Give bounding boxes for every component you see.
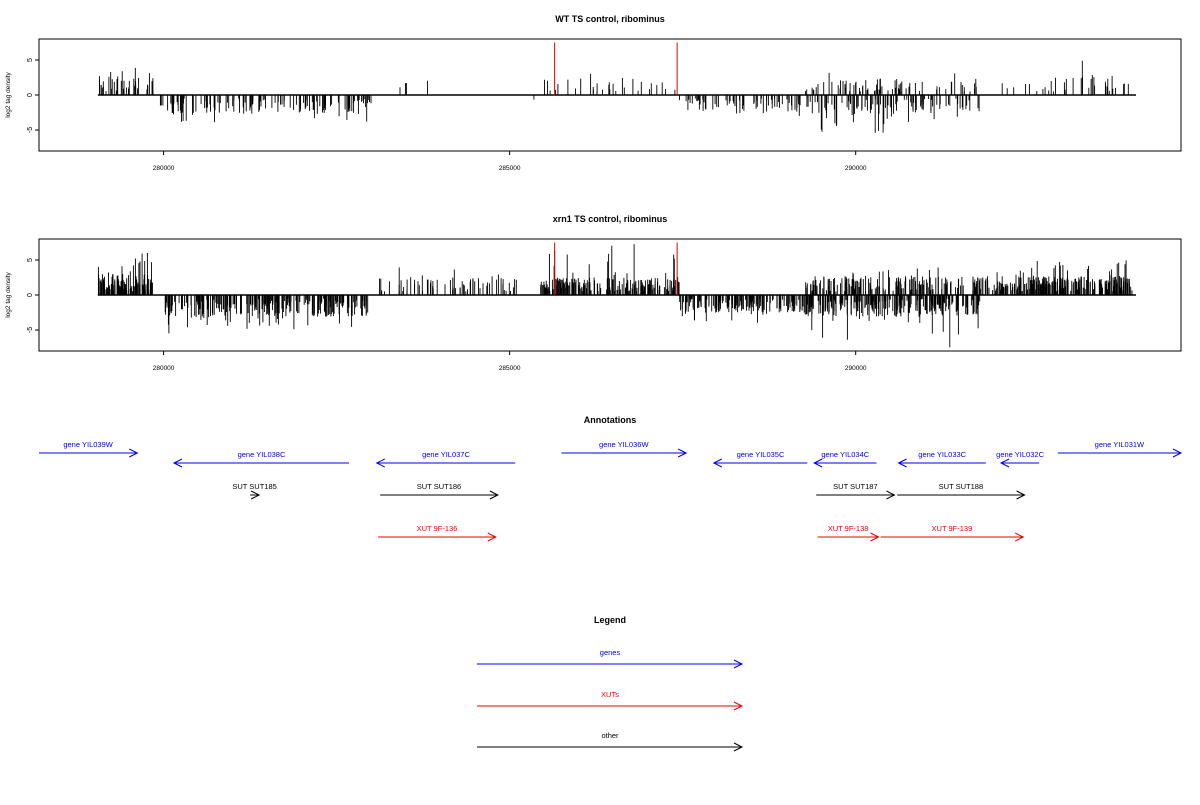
panel-title: xrn1 TS control, ribominus bbox=[553, 214, 668, 224]
legend-arrow-head bbox=[733, 659, 744, 669]
feature-arrow-head bbox=[886, 490, 896, 500]
annotations-panel: Annotations gene YIL039W gene YIL038C gene… bbox=[39, 415, 1183, 542]
feature-label: gene YIL034C bbox=[821, 450, 869, 459]
feature-label: gene YIL036W bbox=[599, 440, 649, 449]
wt-density-panel: WT TS control, ribominus -5 0 5 log2 tag den… bbox=[5, 14, 1182, 172]
feature-label: gene YIL033C bbox=[918, 450, 966, 459]
legend-arrow-head bbox=[733, 742, 744, 752]
feature-label: gene YIL031W bbox=[1095, 440, 1145, 449]
y-tick-label: 5 bbox=[27, 258, 34, 262]
y-axis-label: log2 tag density bbox=[5, 71, 12, 117]
x-tick-label: 280000 bbox=[153, 165, 175, 172]
legend-panel: Legend genes XUTs other bbox=[477, 615, 744, 752]
feature-label: XUT 9F-138 bbox=[828, 524, 869, 533]
x-tick-label: 280000 bbox=[153, 365, 175, 372]
feature-label: gene YIL032C bbox=[996, 450, 1044, 459]
feature-arrow-head bbox=[1016, 490, 1026, 500]
y-axis-label: log2 tag density bbox=[5, 271, 12, 317]
legend-entry-label: genes bbox=[600, 648, 621, 657]
feature-arrow-head bbox=[129, 448, 139, 458]
feature-arrow-head bbox=[712, 458, 723, 468]
feature-arrow-head bbox=[1014, 532, 1025, 542]
feature-label: gene YIL035C bbox=[737, 450, 785, 459]
panel-title: WT TS control, ribominus bbox=[555, 14, 665, 24]
feature-label: XUT 9F-136 bbox=[417, 524, 458, 533]
x-tick-label: 285000 bbox=[499, 165, 521, 172]
annotations-title: Annotations bbox=[584, 415, 637, 425]
feature-arrow-head bbox=[250, 490, 261, 500]
feature-label: SUT SUT188 bbox=[939, 482, 983, 491]
legend-entry-label: XUTs bbox=[601, 690, 619, 699]
x-tick-label: 290000 bbox=[845, 165, 867, 172]
feature-label: gene YIL039W bbox=[63, 440, 113, 449]
feature-arrow-head bbox=[1172, 448, 1183, 458]
y-tick-label: -5 bbox=[27, 127, 34, 133]
feature-label: XUT 9F-139 bbox=[932, 524, 973, 533]
legend-arrow-head bbox=[733, 701, 744, 711]
y-tick-label: 0 bbox=[27, 293, 34, 297]
feature-arrow-head bbox=[677, 448, 688, 458]
feature-arrow-head bbox=[999, 458, 1010, 468]
legend-title: Legend bbox=[594, 615, 626, 625]
feature-arrow-head bbox=[897, 458, 907, 468]
feature-arrow-head bbox=[172, 458, 183, 468]
legend-entry-label: other bbox=[601, 731, 619, 740]
feature-label: SUT SUT185 bbox=[232, 482, 276, 491]
feature-arrow-head bbox=[813, 458, 823, 468]
feature-label: gene YIL038C bbox=[238, 450, 286, 459]
y-tick-label: -5 bbox=[27, 327, 34, 333]
x-tick-label: 290000 bbox=[845, 365, 867, 372]
x-tick-label: 285000 bbox=[499, 365, 521, 372]
feature-label: gene YIL037C bbox=[422, 450, 470, 459]
feature-arrow-head bbox=[870, 532, 880, 542]
feature-label: SUT SUT187 bbox=[833, 482, 877, 491]
feature-arrow-head bbox=[375, 458, 385, 468]
feature-arrow-head bbox=[487, 532, 497, 542]
xrn1-density-panel: xrn1 TS control, ribominus -5 0 5 log2 tag d… bbox=[5, 214, 1182, 372]
feature-label: SUT SUT186 bbox=[417, 482, 461, 491]
y-tick-label: 5 bbox=[27, 58, 34, 62]
feature-arrow-head bbox=[489, 490, 499, 500]
y-tick-label: 0 bbox=[27, 93, 34, 97]
